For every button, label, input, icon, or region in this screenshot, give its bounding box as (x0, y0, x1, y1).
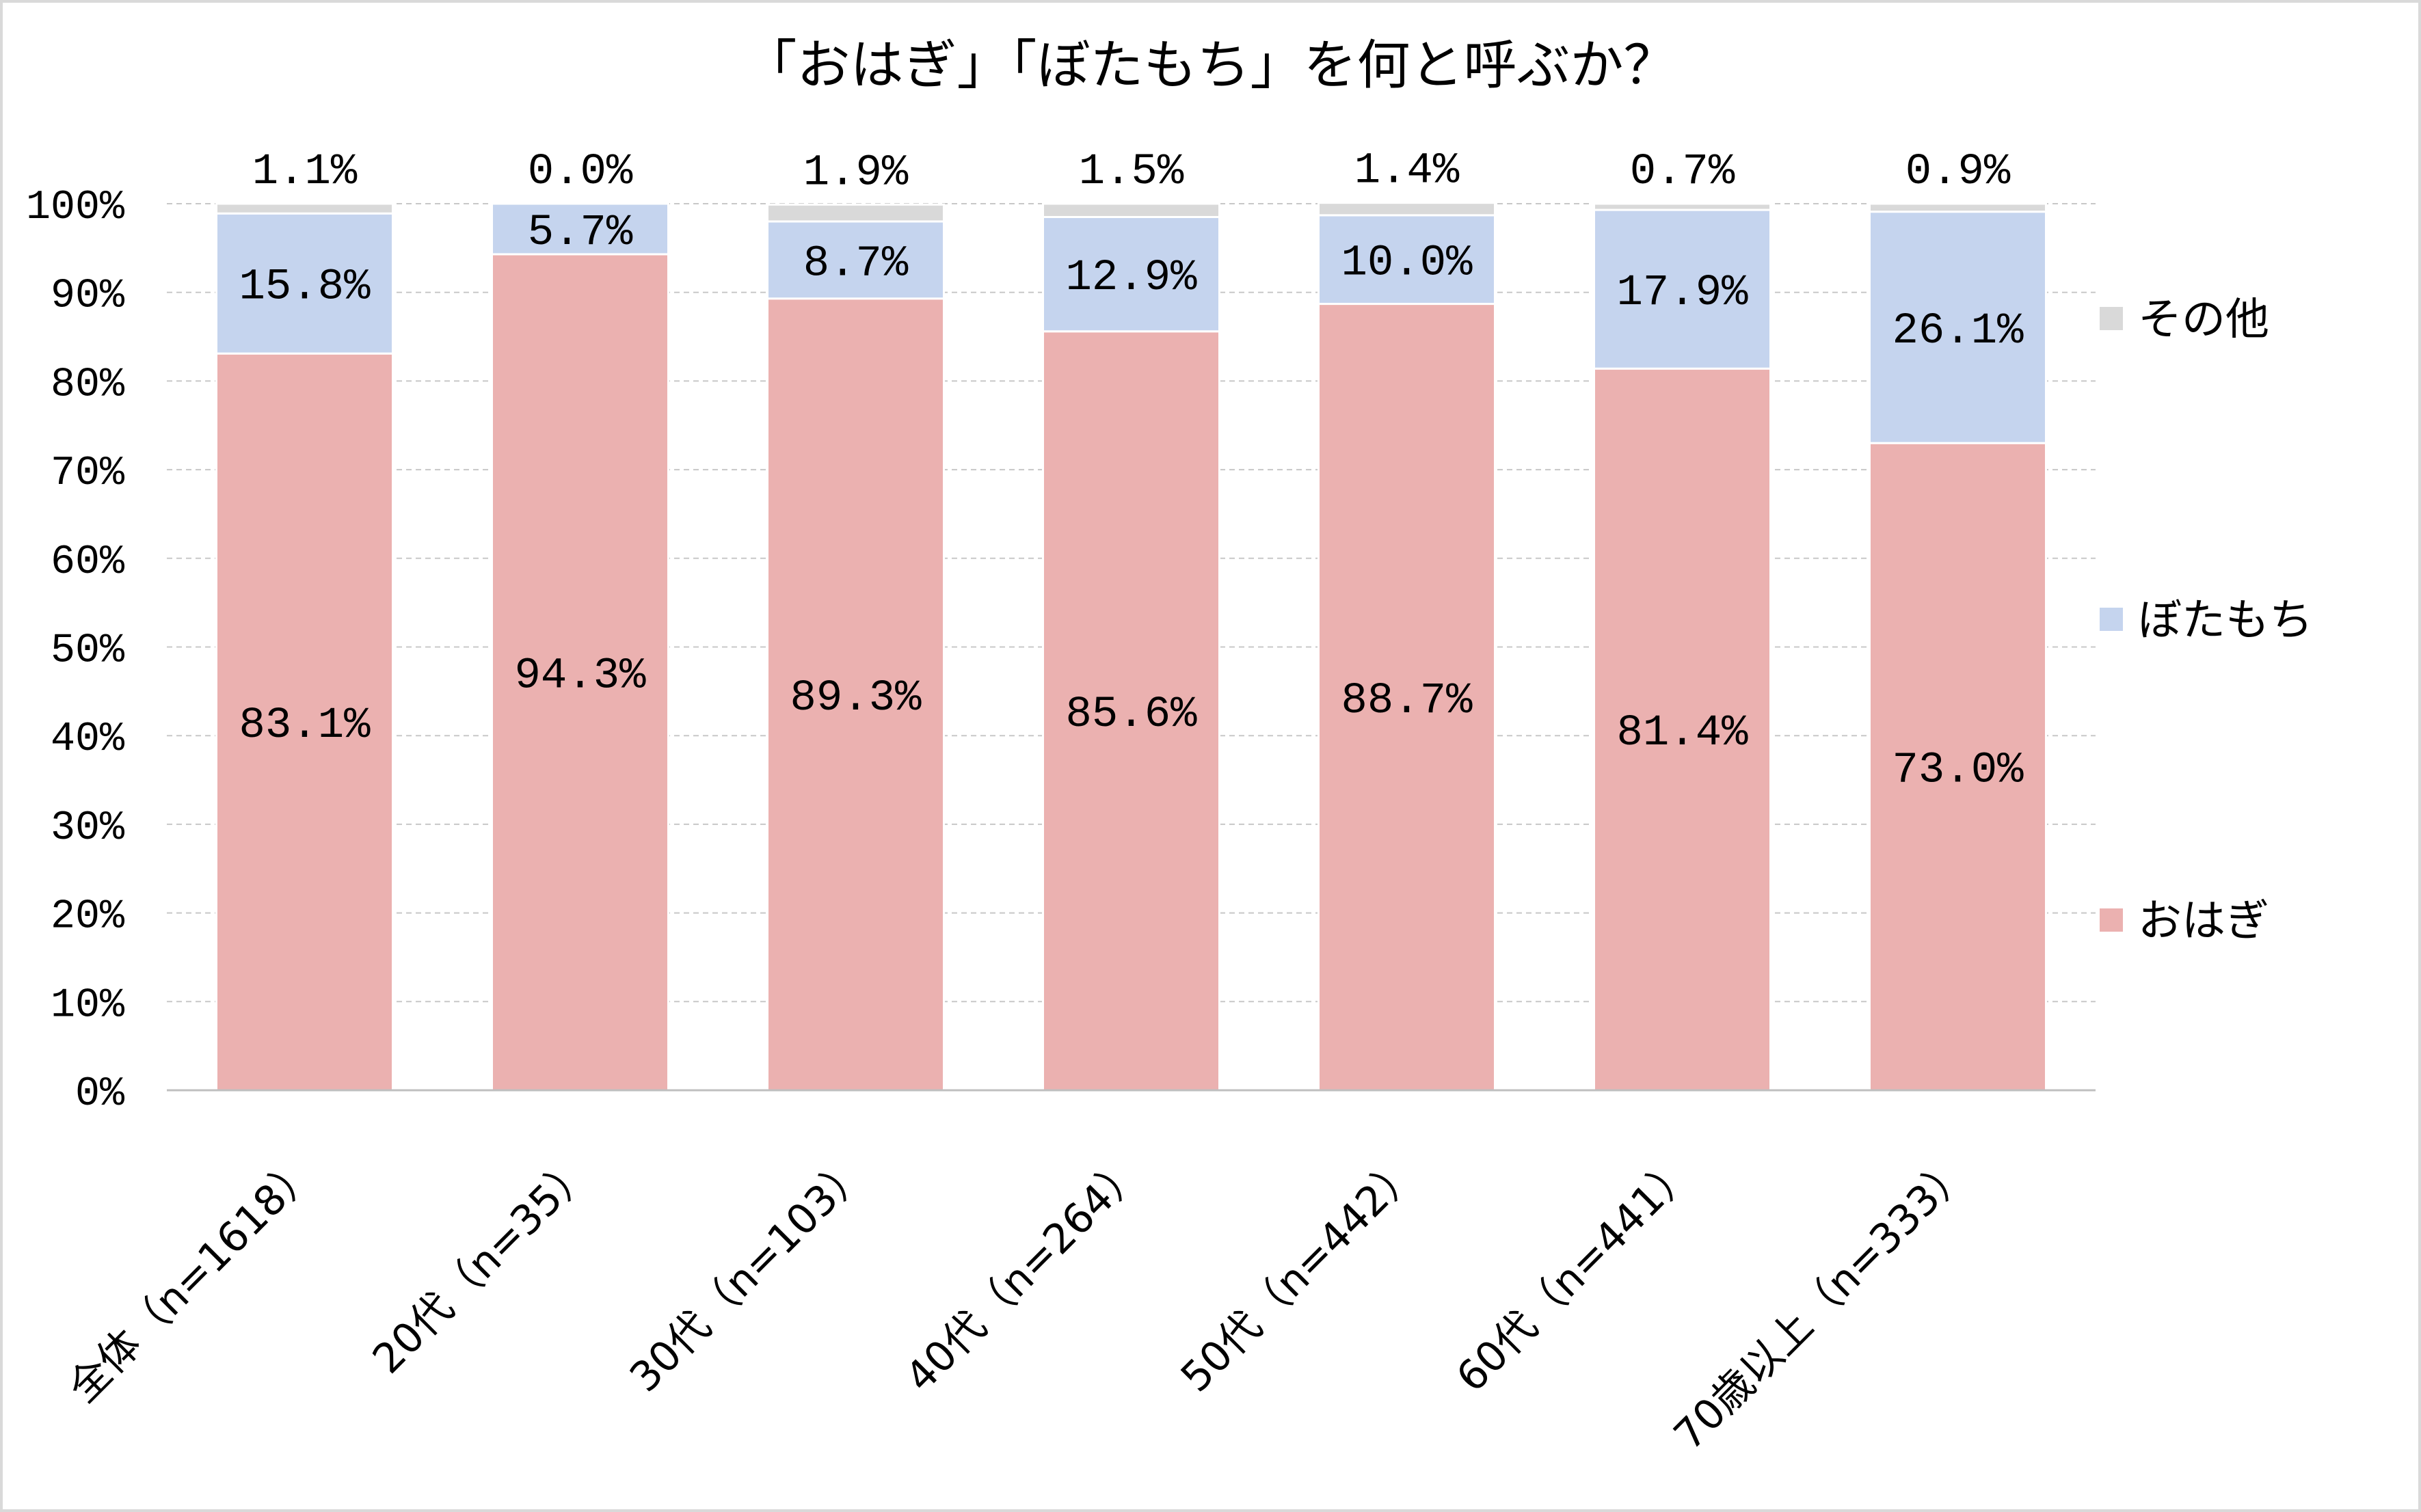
bar-segment (491, 202, 669, 256)
bars (215, 202, 2047, 1092)
x-tick-label: 全体（n=1618） (59, 1146, 325, 1412)
bar-segment (1042, 202, 1220, 218)
x-tick-label: 40代（n=264） (896, 1146, 1152, 1401)
data-label: 81.4% (1616, 709, 1748, 758)
x-tick-label: 50代（n=442） (1172, 1146, 1428, 1401)
legend-swatch (2100, 608, 2123, 631)
bar-segment (1869, 442, 2047, 1092)
bar-segment (1317, 202, 1496, 217)
bar-segment (1593, 367, 1771, 1092)
data-label: 5.7% (528, 208, 633, 258)
y-tick-label: 50% (51, 628, 125, 675)
x-tick-label: 20代（n=35） (364, 1146, 601, 1383)
bar-segment (215, 212, 394, 355)
data-label: 0.0% (528, 148, 633, 197)
y-tick-label: 20% (51, 894, 125, 941)
y-tick-label: 30% (51, 805, 125, 852)
legend-swatch (2100, 307, 2123, 330)
legend-label: その他 (2138, 295, 2269, 345)
data-label: 26.1% (1892, 307, 2024, 356)
data-label: 1.9% (803, 148, 909, 198)
data-label: 0.9% (1905, 148, 2011, 197)
bar-segment (766, 297, 945, 1092)
bar-segment (766, 203, 945, 223)
data-label: 17.9% (1616, 269, 1748, 318)
y-tick-label: 40% (51, 716, 125, 763)
data-label: 1.5% (1079, 148, 1184, 197)
data-label: 83.1% (239, 701, 371, 751)
x-tick-label: 70歳以上（n=333） (1665, 1146, 1979, 1459)
y-tick-label: 90% (51, 273, 125, 320)
x-axis-categories: 全体（n=1618） 20代（n=35） 30代（n=103） 40代（n=264） 5… (59, 1146, 1979, 1459)
data-label: 94.3% (514, 651, 646, 701)
data-label: 73.0% (1892, 746, 2024, 796)
bar-segment (1317, 214, 1496, 306)
y-tick-label: 70% (51, 450, 125, 497)
legend-label: おはぎ (2138, 896, 2269, 947)
bar-segment (1593, 202, 1771, 211)
bar-segment (1869, 202, 2047, 213)
data-label: 89.3% (790, 674, 922, 723)
bar-segment (1042, 215, 1220, 333)
bar-segment (215, 202, 394, 215)
y-tick-label: 10% (51, 982, 125, 1029)
bar-segment (766, 220, 945, 300)
data-label: 1.4% (1354, 147, 1460, 196)
data-label: 88.7% (1341, 677, 1473, 726)
data-label: 8.7% (803, 239, 909, 288)
y-tick-label: 80% (51, 362, 125, 408)
bar-segment (1593, 208, 1771, 370)
legend-label: ぼたもち (2138, 595, 2313, 646)
y-tick-label: 0% (75, 1071, 125, 1118)
stacked-bar-chart: 「おはぎ」「ぼたもち」を何と呼ぶか？ 0% 10% 20% 30% 40% 50% 60% 7… (26, 35, 2313, 1459)
bar-segment (215, 352, 394, 1092)
data-label: 0.7% (1630, 148, 1735, 197)
x-tick-label: 30代（n=103） (621, 1146, 877, 1401)
data-label: 85.6% (1065, 690, 1197, 740)
chart-title: 「おはぎ」「ぼたもち」を何と呼ぶか？ (743, 35, 1676, 96)
y-tick-label: 60% (51, 539, 125, 586)
y-axis-ticks: 0% 10% 20% 30% 40% 50% 60% 70% 80% 90% 100% (26, 185, 125, 1118)
data-label: 1.1% (252, 148, 358, 197)
data-labels: 83.1% 15.8% 1.1% 94.3% 5.7% 0.0% 89.3% 8.7% 1.9%… (239, 147, 2024, 796)
data-label: 15.8% (239, 263, 371, 312)
x-tick-label: 60代（n=441） (1447, 1146, 1703, 1401)
data-label: 12.9% (1065, 254, 1197, 303)
data-label: 10.0% (1341, 239, 1473, 288)
legend-swatch (2100, 908, 2123, 932)
y-tick-label: 100% (26, 185, 125, 231)
